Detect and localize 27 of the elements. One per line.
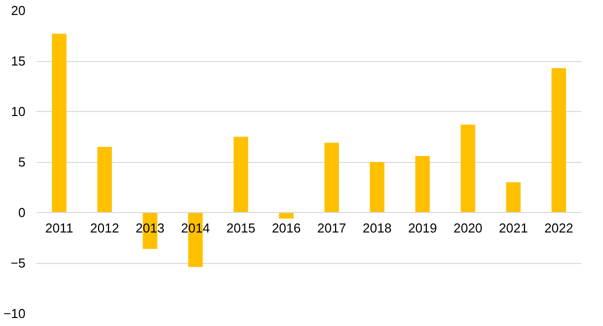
y-tick-label: 5: [18, 154, 26, 170]
y-tick-label: 15: [11, 54, 26, 68]
y-tick-label: 10: [11, 104, 26, 119]
x-tick-label: 2017: [317, 220, 346, 236]
x-tick-label: 2015: [226, 220, 256, 236]
bar: [97, 146, 112, 212]
bar: [52, 34, 66, 212]
x-tick-label: 2011: [45, 220, 74, 236]
bar: [324, 142, 339, 212]
x-tick-label: 2019: [408, 220, 438, 236]
x-tick-label: 2022: [544, 220, 574, 236]
bar: [279, 212, 294, 219]
y-tick-label: 20: [11, 3, 26, 18]
bar: [370, 162, 384, 212]
y-tick-label: −10: [3, 306, 26, 321]
bar: [506, 182, 521, 212]
bar: [234, 136, 248, 212]
x-tick-label: 2012: [90, 220, 120, 236]
bar: [552, 68, 566, 212]
bar: [415, 156, 430, 212]
y-tick-label: 0: [18, 205, 26, 220]
x-tick-label: 2020: [454, 220, 482, 236]
bar: [460, 124, 476, 212]
x-tick-label: 2018: [362, 220, 392, 236]
y-tick-label: −5: [10, 256, 26, 270]
x-tick-label: 2016: [272, 220, 301, 236]
x-tick-label: 2021: [498, 220, 528, 236]
